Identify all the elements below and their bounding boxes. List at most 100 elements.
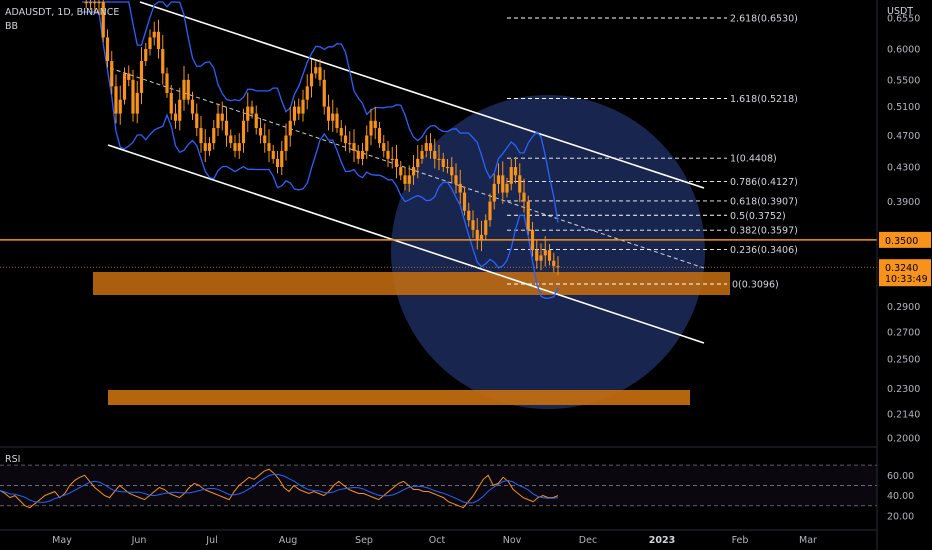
candle-body — [305, 86, 309, 100]
candle-body — [343, 135, 348, 144]
candle-body — [173, 113, 178, 121]
y-tick-label-0: 0.6550 — [887, 14, 920, 25]
candle-body — [148, 37, 152, 50]
candle-body — [360, 150, 365, 159]
candle-body — [543, 250, 547, 256]
candle-body — [182, 79, 186, 100]
candle-body — [335, 113, 339, 129]
candle-body — [479, 234, 484, 240]
candle-body — [394, 158, 399, 167]
candle-body — [301, 99, 305, 114]
y-tick-label-10: 0.2700 — [887, 327, 920, 338]
x-tick-label-9: Feb — [732, 535, 749, 546]
candle-body — [488, 201, 492, 221]
bollinger-bands — [82, 1, 559, 299]
candle-body — [190, 99, 195, 114]
candle-body — [195, 113, 199, 129]
candle-body — [139, 61, 144, 93]
candle-body — [246, 106, 250, 121]
candle-body — [424, 143, 428, 151]
candle-body — [331, 113, 335, 121]
candle-body — [203, 143, 207, 151]
candle-body — [93, 2, 97, 4]
candle-body — [165, 73, 169, 93]
candle-body — [428, 143, 433, 151]
y-tick-label-11: 0.2500 — [887, 354, 920, 365]
candle-body — [207, 143, 212, 151]
candle-body — [390, 158, 394, 161]
x-tick-label-8: 2023 — [649, 535, 675, 546]
rsi-label[interactable]: RSI — [5, 454, 20, 465]
candle-body — [110, 61, 114, 87]
candle-body — [475, 229, 479, 240]
support-zones — [93, 272, 730, 405]
bb-lower — [82, 11, 559, 299]
candle-body — [369, 120, 373, 136]
candle-body — [356, 150, 360, 159]
channel-upper-line — [139, 1, 705, 189]
countdown-text: 10:33:49 — [885, 274, 928, 285]
candle-body — [377, 128, 382, 144]
candle-body — [496, 175, 501, 184]
fib-label-1: 1.618(0.5218) — [730, 94, 798, 105]
y-tick-label-6: 0.3900 — [887, 197, 920, 208]
y-tick-label-4: 0.4700 — [887, 131, 920, 142]
candle-body — [284, 135, 288, 151]
candles — [84, 0, 560, 276]
candle-body — [433, 150, 437, 159]
last-price-badge — [879, 259, 931, 287]
candle-body — [365, 135, 369, 151]
candle-body — [522, 192, 526, 202]
candle-body — [462, 192, 467, 211]
x-tick-label-3: Aug — [279, 535, 298, 546]
candle-body — [122, 73, 127, 100]
candle-body — [254, 113, 258, 129]
candle-body — [458, 183, 462, 193]
channel-lower-line — [107, 144, 705, 344]
candle-body — [386, 150, 390, 159]
candle-body — [161, 49, 165, 74]
trend-channel — [107, 1, 705, 344]
candle-body — [348, 143, 352, 145]
candle-body — [411, 166, 416, 176]
candle-body — [492, 183, 496, 202]
symbol-title[interactable]: ADAUSDT, 1D, BINANCE — [5, 7, 119, 18]
y-tick-label-14: 0.2000 — [887, 434, 920, 445]
rsi-tick-label-2: 20.00 — [887, 511, 914, 522]
support-zone-lower — [108, 390, 690, 405]
candle-body — [156, 31, 161, 50]
y-tick-label-2: 0.5500 — [887, 75, 920, 86]
candle-body — [131, 79, 135, 114]
candle-body — [509, 166, 513, 184]
candle-body — [441, 158, 445, 167]
candle-body — [547, 250, 552, 261]
candle-body — [101, 2, 105, 38]
candle-body — [118, 99, 122, 114]
currency-label: USDT — [887, 6, 913, 17]
fib-label-6: 0.382(0.3597) — [730, 226, 798, 237]
candle-body — [220, 113, 224, 121]
y-tick-label-1: 0.6000 — [887, 45, 920, 56]
candle-body — [318, 67, 322, 80]
candle-body — [501, 175, 505, 193]
x-tick-label-10: Mar — [799, 535, 817, 546]
candle-body — [237, 143, 241, 151]
candle-body — [339, 128, 343, 136]
candle-body — [309, 73, 314, 87]
x-tick-label-0: May — [52, 535, 72, 546]
candle-body — [267, 143, 271, 151]
y-tick-label-12: 0.2300 — [887, 384, 920, 395]
candle-body — [241, 120, 246, 144]
candle-body — [445, 166, 450, 169]
y-tick-label-9: 0.2900 — [887, 302, 920, 313]
candle-body — [526, 201, 530, 230]
y-tick-label-5: 0.4300 — [887, 162, 920, 173]
fib-label-7: 0.236(0.3406) — [730, 245, 798, 256]
candle-body — [437, 158, 441, 161]
indicator-label[interactable]: BB — [5, 21, 18, 32]
candle-body — [373, 120, 377, 129]
last-price-text: 0.3240 — [885, 263, 918, 274]
